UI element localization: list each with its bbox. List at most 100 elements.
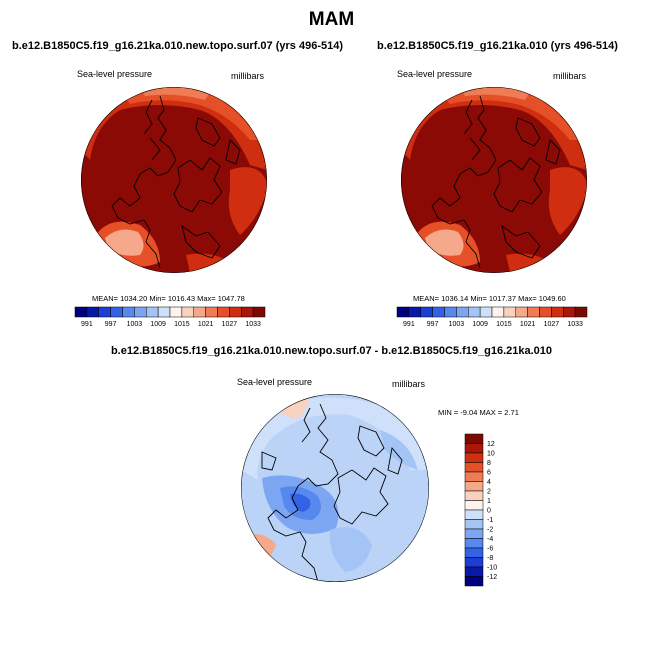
left-colorbar-tick-label-5: 1021: [198, 321, 214, 328]
diff-colorbar-tick-label-13: -10: [487, 565, 497, 572]
left-units-label: millibars: [231, 71, 265, 81]
left-colorbar-box-3: [110, 306, 123, 318]
right-colorbar-box-15: [574, 306, 588, 318]
page-title: MAM: [308, 9, 355, 30]
diff-map-contour-6: [329, 527, 372, 572]
left-map-contour-5: [105, 229, 144, 256]
left-colorbar-tick-label-7: 1033: [245, 321, 261, 328]
left-colorbar-box-2: [98, 306, 111, 318]
left-colorbar-box-14: [241, 306, 254, 318]
diff-colorbar-tick-label-2: 8: [487, 460, 491, 467]
left-colorbar-tick-label-3: 1009: [150, 321, 166, 328]
left-colorbar-box-0: [74, 306, 88, 318]
diff-colorbar-box-9: [464, 519, 484, 530]
diff-colorbar-box-8: [464, 509, 484, 520]
diff-colorbar-tick-label-14: -12: [487, 574, 497, 581]
left-colorbar-box-9: [181, 306, 194, 318]
right-colorbar-box-0: [396, 306, 410, 318]
diff-colorbar-tick-label-11: -6: [487, 546, 493, 553]
diff-colorbar-box-1: [464, 443, 484, 454]
diff-colorbar-tick-label-4: 4: [487, 479, 491, 486]
right-colorbar-tick-label-1: 997: [427, 321, 439, 328]
left-map-contour-6: [228, 167, 267, 235]
left-colorbar-box-4: [122, 306, 135, 318]
right-map-contour-6: [548, 167, 587, 235]
right-colorbar-tick-label-0: 991: [403, 321, 415, 328]
diff-colorbar-tick-label-3: 6: [487, 470, 491, 477]
diff-map-coastlines: [261, 403, 403, 582]
left-map: [81, 87, 267, 273]
diff-colorbar-tick-label-5: 2: [487, 489, 491, 496]
diff-colorbar-box-12: [464, 547, 484, 558]
diff-colorbar-box-13: [464, 557, 484, 568]
left-map-coastlines: [111, 95, 241, 269]
diff-colorbar-box-2: [464, 452, 484, 463]
left-colorbar: 991 997 1003 1009 1015 1021 1027 1033: [74, 306, 266, 328]
right-colorbar-box-2: [420, 306, 433, 318]
right-map-contour-5: [425, 229, 464, 256]
diff-colorbar-box-6: [464, 490, 484, 501]
diff-colorbar-tick-label-9: -2: [487, 527, 493, 534]
right-stats-label: MEAN= 1036.14 Min= 1017.37 Max= 1049.60: [413, 294, 566, 303]
left-colorbar-tick-label-1: 997: [105, 321, 117, 328]
right-units-label: millibars: [553, 71, 587, 81]
diff-map-contour-1: [241, 397, 428, 480]
diff-colorbar-box-7: [464, 500, 484, 511]
right-map-coastlines: [431, 95, 561, 269]
diff-colorbar-box-10: [464, 528, 484, 539]
right-colorbar-tick-label-7: 1033: [567, 321, 583, 328]
left-colorbar-box-12: [217, 306, 230, 318]
diff-colorbar-box-14: [464, 566, 484, 577]
left-colorbar-box-10: [193, 306, 206, 318]
left-colorbar-box-7: [157, 306, 171, 318]
left-panel-title: b.e12.B1850C5.f19_g16.21ka.010.new.topo.…: [12, 40, 343, 52]
diff-colorbar-tick-label-12: -8: [487, 555, 493, 562]
diff-colorbar-box-5: [464, 481, 484, 492]
right-colorbar: 991 997 1003 1009 1015 1021 1027 1033: [396, 306, 588, 328]
diff-map: [241, 394, 429, 582]
diff-colorbar-box-11: [464, 538, 484, 549]
right-colorbar-box-12: [539, 306, 552, 318]
right-colorbar-tick-label-6: 1027: [544, 321, 560, 328]
right-colorbar-tick-label-3: 1009: [472, 321, 488, 328]
right-colorbar-box-8: [491, 306, 505, 318]
left-colorbar-tick-label-0: 991: [81, 321, 93, 328]
right-colorbar-tick-label-5: 1021: [520, 321, 536, 328]
diff-colorbar-tick-label-7: 0: [487, 508, 491, 515]
left-colorbar-box-8: [169, 306, 183, 318]
right-colorbar-box-10: [515, 306, 528, 318]
diff-colorbar-tick-label-0: 12: [487, 441, 495, 448]
left-colorbar-tick-label-6: 1027: [222, 321, 238, 328]
diff-units-label: millibars: [392, 379, 426, 389]
right-colorbar-box-11: [527, 306, 540, 318]
right-panel-title: b.e12.B1850C5.f19_g16.21ka.010 (yrs 496-…: [377, 40, 618, 52]
right-colorbar-box-3: [432, 306, 445, 318]
diff-colorbar-box-4: [464, 471, 484, 482]
right-colorbar-box-13: [551, 306, 564, 318]
diff-colorbar-tick-label-10: -4: [487, 536, 493, 543]
diff-panel-title: b.e12.B1850C5.f19_g16.21ka.010.new.topo.…: [110, 345, 553, 357]
right-variable-label: Sea-level pressure: [397, 69, 473, 79]
diff-colorbar-tick-label-8: -1: [487, 517, 493, 524]
right-colorbar-box-4: [444, 306, 457, 318]
left-colorbar-box-6: [146, 306, 159, 318]
left-colorbar-tick-label-4: 1015: [174, 321, 190, 328]
diff-colorbar-box-15: [464, 576, 484, 587]
left-colorbar-box-15: [252, 306, 266, 318]
diff-variable-label: Sea-level pressure: [237, 377, 313, 387]
diff-map-contour-8: [380, 430, 418, 470]
diff-colorbar-tick-label-1: 10: [487, 451, 495, 458]
diff-map-contour-5: [290, 493, 311, 512]
left-stats-label: MEAN= 1034.20 Min= 1016.43 Max= 1047.78: [92, 294, 245, 303]
diff-stats-label: MIN = -9.04 MAX = 2.71: [438, 408, 519, 417]
right-colorbar-box-5: [456, 306, 469, 318]
right-colorbar-tick-label-4: 1015: [496, 321, 512, 328]
right-colorbar-box-14: [563, 306, 576, 318]
diff-colorbar-box-0: [464, 433, 484, 444]
right-colorbar-tick-label-2: 1003: [449, 321, 465, 328]
left-colorbar-box-11: [205, 306, 218, 318]
right-colorbar-box-1: [408, 306, 421, 318]
right-map: [401, 87, 587, 273]
